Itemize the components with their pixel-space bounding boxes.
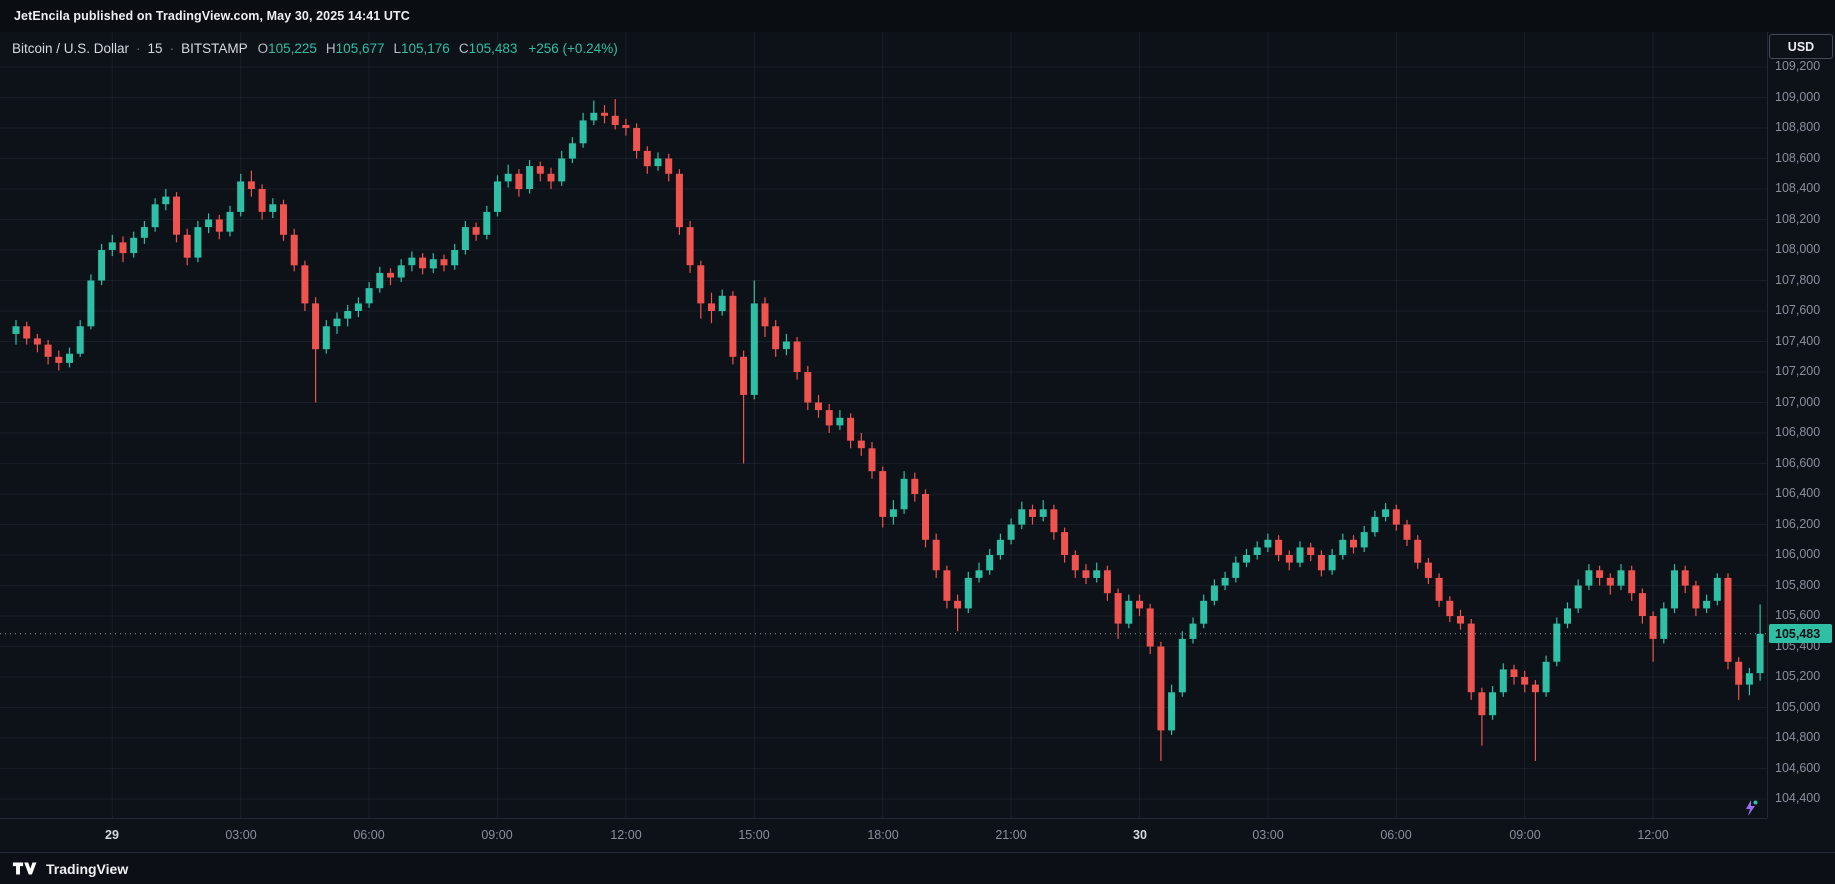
symbol-name: Bitcoin / U.S. Dollar — [12, 41, 130, 56]
price-axis-label: 106,000 — [1775, 547, 1821, 561]
price-axis-label: 109,200 — [1775, 59, 1821, 73]
price-axis-label: 106,200 — [1775, 517, 1821, 531]
time-axis-label: 09:00 — [481, 828, 513, 842]
currency-toggle-button[interactable]: USD — [1769, 34, 1833, 59]
time-axis-label: 03:00 — [1252, 828, 1284, 842]
legend-separator: · — [136, 41, 141, 56]
price-axis-label: 107,000 — [1775, 395, 1821, 409]
ohlc-close: C105,483 — [459, 41, 518, 56]
open-prefix: O — [257, 41, 269, 56]
exchange-label: BITSTAMP — [181, 41, 248, 56]
price-axis-label: 107,600 — [1775, 303, 1821, 317]
price-axis-label: 107,200 — [1775, 364, 1821, 378]
time-axis-label: 18:00 — [867, 828, 899, 842]
ohlc-high: H105,677 — [326, 41, 385, 56]
symbol-legend: Bitcoin / U.S. Dollar · 15 · BITSTAMP O1… — [12, 41, 618, 56]
price-axis-label: 107,800 — [1775, 273, 1821, 287]
price-axis-label: 108,400 — [1775, 181, 1821, 195]
low-value: 105,176 — [401, 41, 450, 56]
price-axis-label: 105,600 — [1775, 608, 1821, 622]
current-price-label: 105,483 — [1769, 624, 1832, 643]
time-axis-label: 12:00 — [610, 828, 642, 842]
high-value: 105,677 — [335, 41, 385, 56]
time-axis-label: 12:00 — [1637, 828, 1669, 842]
price-axis-label: 107,400 — [1775, 334, 1821, 348]
price-axis-label: 106,400 — [1775, 486, 1821, 500]
price-axis[interactable]: 104,400 104,600 104,800 105,000 105,200 105,4… — [1767, 32, 1835, 818]
price-axis-label: 105,000 — [1775, 700, 1821, 714]
close-prefix: C — [458, 41, 469, 56]
price-axis-label: 104,800 — [1775, 730, 1821, 744]
ohlc-open: O105,225 — [258, 41, 317, 56]
legend-separator: · — [169, 41, 175, 56]
time-axis-label: 06:00 — [1380, 828, 1412, 842]
price-axis-label: 108,000 — [1775, 242, 1821, 256]
ohlc-low: L105,176 — [393, 41, 449, 56]
attribution-bar: JetEncila published on TradingView.com, … — [0, 0, 1835, 32]
attribution-text: JetEncila published on TradingView.com, … — [14, 9, 410, 23]
price-axis-label: 106,800 — [1775, 425, 1821, 439]
price-axis-label: 106,600 — [1775, 456, 1821, 470]
price-axis-label: 104,400 — [1775, 791, 1821, 805]
chart-area: Bitcoin / U.S. Dollar · 15 · BITSTAMP O1… — [0, 32, 1835, 852]
price-axis-label: 108,800 — [1775, 120, 1821, 134]
interval-label: 15 — [147, 41, 163, 56]
time-axis-label: 21:00 — [995, 828, 1027, 842]
bottom-brand-bar: TradingView — [0, 852, 1835, 884]
time-axis[interactable]: 29 03:00 06:00 09:00 12:00 15:00 18:00 21:00 30 0… — [0, 818, 1767, 852]
time-axis-label: 09:00 — [1509, 828, 1541, 842]
time-axis-label: 06:00 — [353, 828, 385, 842]
time-axis-label: 15:00 — [738, 828, 770, 842]
price-axis-label: 105,800 — [1775, 578, 1821, 592]
price-axis-label: 104,600 — [1775, 761, 1821, 775]
close-value: 105,483 — [468, 41, 518, 56]
tradingview-logo-icon[interactable] — [12, 861, 37, 876]
price-axis-label: 108,600 — [1775, 151, 1821, 165]
time-axis-label: 30 — [1133, 828, 1147, 842]
brand-name[interactable]: TradingView — [46, 860, 129, 877]
low-prefix: L — [393, 41, 401, 56]
price-axis-label: 105,200 — [1775, 669, 1821, 683]
sparkle-icon — [1740, 798, 1760, 823]
price-axis-label: 108,200 — [1775, 212, 1821, 226]
time-axis-label: 03:00 — [225, 828, 257, 842]
open-value: 105,225 — [268, 41, 317, 56]
change-value: +256 (+0.24%) — [528, 41, 618, 56]
time-axis-label: 29 — [105, 828, 119, 842]
candlestick-chart[interactable] — [0, 32, 1767, 818]
high-prefix: H — [325, 41, 336, 56]
price-axis-label: 109,000 — [1775, 90, 1821, 104]
